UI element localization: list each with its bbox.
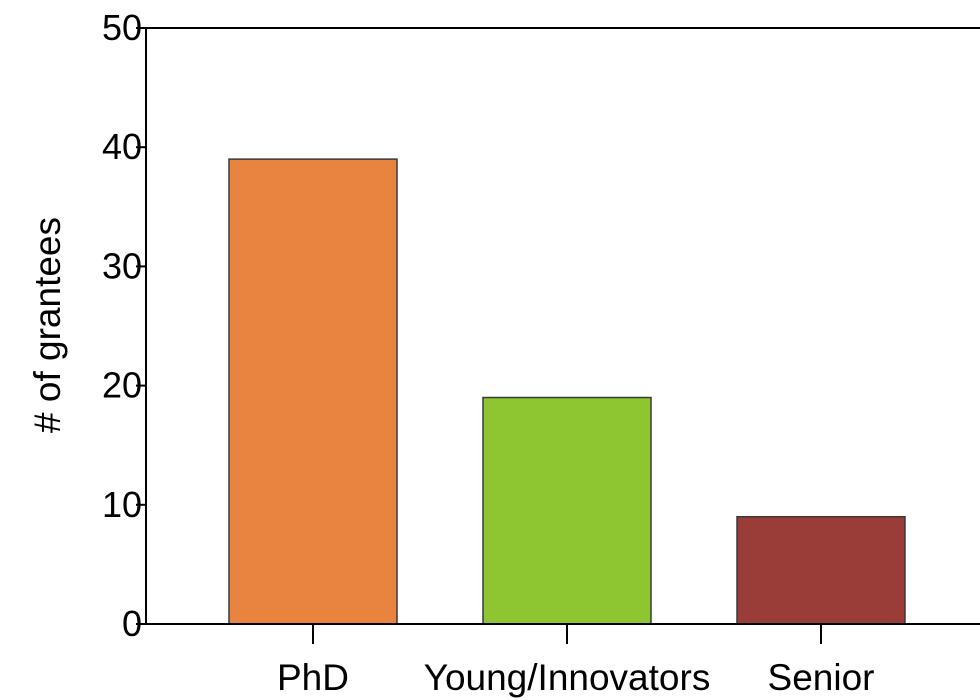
bars <box>228 158 906 625</box>
x-axis-ticks: PhD Young/Innovators Senior <box>277 624 874 698</box>
x-category-label: Senior <box>768 657 875 698</box>
y-tick-label: 40 <box>102 126 142 167</box>
bar-senior <box>736 515 906 625</box>
y-tick-label: 50 <box>102 7 142 48</box>
y-tick-label: 0 <box>122 603 142 644</box>
bar-phd <box>228 158 398 625</box>
x-category-label: Young/Innovators <box>424 657 711 698</box>
x-category-label: PhD <box>277 657 349 698</box>
bar-young-innovators <box>482 396 652 625</box>
y-axis-ticks: 0 10 20 30 40 50 <box>102 7 146 644</box>
y-tick-label: 30 <box>102 245 142 286</box>
y-axis-title: # of grantees <box>27 217 68 433</box>
y-tick-label: 20 <box>102 365 142 406</box>
y-tick-label: 10 <box>102 484 142 525</box>
